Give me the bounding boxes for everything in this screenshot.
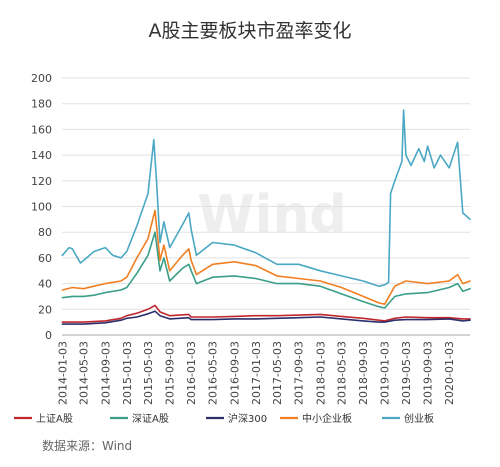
- legend-label: 创业板: [404, 412, 434, 425]
- data-source-note: 数据来源：Wind: [42, 438, 132, 453]
- x-tick-label: 2015-05-03: [142, 341, 155, 405]
- x-tick-label: 2014-01-03: [56, 341, 69, 405]
- legend-label: 上证A股: [36, 413, 73, 425]
- y-tick-label: 0: [45, 329, 52, 342]
- x-tick-label: 2018-05-03: [335, 341, 348, 405]
- y-tick-label: 160: [31, 123, 52, 136]
- x-tick-label: 2018-09-03: [357, 341, 370, 405]
- x-tick-label: 2017-09-03: [293, 341, 306, 405]
- x-tick-label: 2019-01-03: [379, 341, 392, 405]
- y-tick-label: 100: [31, 201, 52, 214]
- wind-watermark-logo: Wind: [197, 185, 346, 245]
- legend-label: 沪深300: [228, 412, 267, 425]
- series-line-0: [61, 304, 471, 323]
- y-axis-tick-labels: 0 20 40 60 80 100 120 140 160 180 200: [31, 72, 52, 342]
- x-tick-label: 2017-01-03: [250, 341, 263, 405]
- x-tick-label: 2016-09-03: [228, 341, 241, 405]
- x-axis-tick-labels: 2014-01-03 2014-05-03 2014-09-03 2015-01-03…: [56, 341, 456, 405]
- x-tick-label: 2018-01-03: [314, 341, 327, 405]
- series-line-4: [61, 109, 471, 288]
- series-line-1: [61, 231, 471, 309]
- y-tick-label: 120: [31, 175, 52, 188]
- x-tick-label: 2016-01-03: [185, 341, 198, 405]
- x-tick-label: 2014-09-03: [99, 341, 112, 405]
- x-tick-label: 2014-05-03: [78, 341, 91, 405]
- x-tick-label: 2016-05-03: [207, 341, 220, 405]
- y-tick-label: 40: [38, 278, 52, 291]
- y-tick-label: 60: [38, 252, 52, 265]
- series-line-3: [61, 209, 471, 306]
- x-tick-label: 2017-05-03: [271, 341, 284, 405]
- legend-label: 中小企业板: [302, 412, 352, 425]
- x-tick-label: 2015-01-03: [121, 341, 134, 405]
- legend-label: 深证A股: [132, 413, 169, 425]
- y-tick-label: 20: [38, 303, 52, 316]
- chart-title: A股主要板块市盈率变化: [149, 20, 352, 42]
- x-tick-label: 2019-09-03: [422, 341, 435, 405]
- series-lines: [61, 109, 471, 325]
- series-line-2: [61, 310, 471, 325]
- y-tick-label: 140: [31, 149, 52, 162]
- x-tick-label: 2015-09-03: [164, 341, 177, 405]
- x-tick-label: 2020-01-03: [443, 341, 456, 405]
- legend: 上证A股 深证A股 沪深300 中小企业板 创业板: [14, 412, 434, 425]
- y-tick-label: 200: [31, 72, 52, 85]
- y-tick-label: 80: [38, 226, 52, 239]
- y-tick-label: 180: [31, 98, 52, 111]
- x-tick-label: 2019-05-03: [400, 341, 413, 405]
- wind-watermark-text: Wind: [197, 185, 346, 245]
